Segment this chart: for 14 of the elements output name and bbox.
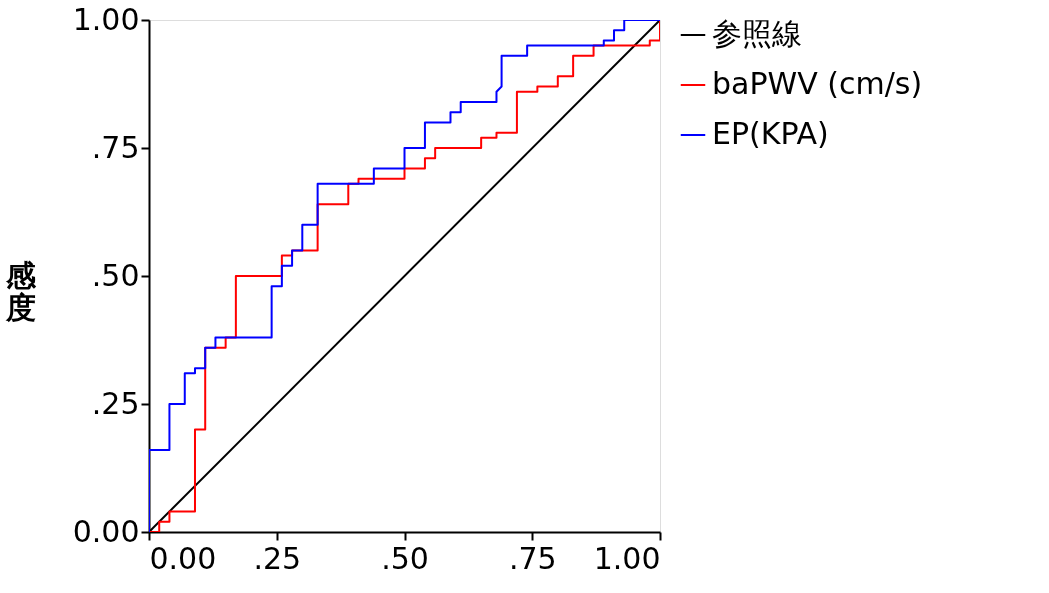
y-axis-title: 感度 <box>4 257 37 325</box>
legend-label: 参照線 <box>712 16 802 51</box>
x-tick-label: .75 <box>508 540 557 576</box>
y-tick-label: 1.00 <box>72 1 140 37</box>
x-tick-label: .50 <box>381 540 429 576</box>
y-tick-label: .75 <box>91 129 140 165</box>
x-tick-label: 0.00 <box>149 540 217 576</box>
y-tick-label: .25 <box>91 385 140 421</box>
y-tick-label: .50 <box>91 257 140 293</box>
legend-label: EP(KPA) <box>712 116 829 151</box>
x-tick-label: 1.00 <box>593 540 661 576</box>
x-tick-label: .25 <box>253 540 302 576</box>
y-tick-label: 0.00 <box>72 513 140 549</box>
legend-label: baPWV (cm/s) <box>712 66 923 101</box>
